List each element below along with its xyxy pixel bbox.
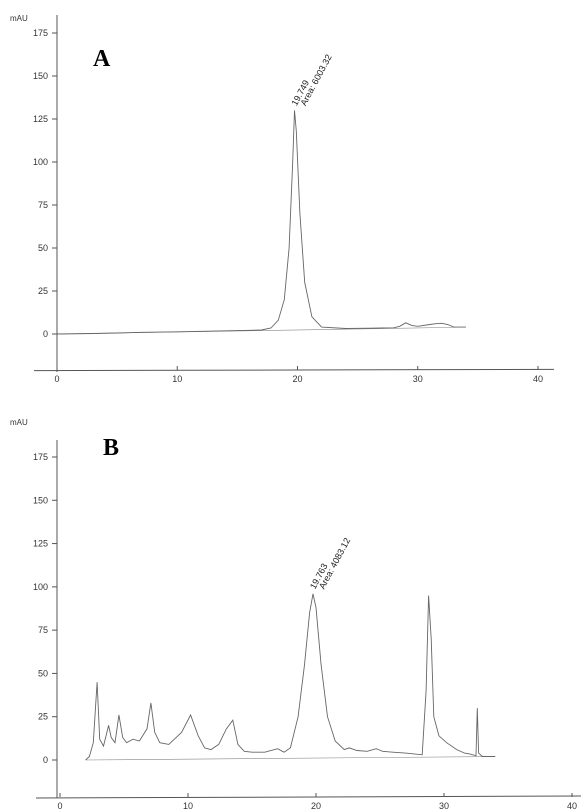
y-tick-label-b: 150 (33, 495, 48, 505)
panel-label-a: A (93, 46, 111, 72)
y-tick-label-a: 25 (38, 286, 48, 296)
y-tick-label-a: 125 (33, 114, 48, 124)
y-unit-label-b: mAU (10, 418, 28, 427)
y-tick-label-b: 25 (38, 712, 48, 722)
y-tick-label-b: 125 (33, 539, 48, 549)
x-tick-label-b: 20 (311, 801, 321, 809)
x-tick-label-a: 40 (533, 374, 543, 384)
y-tick-label-b: 0 (43, 755, 48, 765)
integration-baseline-b (85, 756, 496, 761)
y-tick-label-a: 150 (33, 71, 48, 81)
x-tick-label-a: 20 (292, 374, 302, 384)
y-tick-label-b: 175 (33, 452, 48, 462)
y-tick-label-a: 75 (38, 200, 48, 210)
x-axis-line-b (35, 795, 581, 799)
x-tick-label-b: 10 (183, 801, 193, 809)
x-tick-label-a: 30 (413, 374, 423, 384)
x-tick-label-b: 40 (567, 801, 577, 809)
chromatogram-trace-b (85, 593, 496, 761)
y-tick-label-b: 75 (38, 625, 48, 635)
y-tick-label-a: 175 (33, 28, 48, 38)
x-tick-label-a: 0 (54, 374, 59, 384)
x-tick-label-b: 0 (57, 801, 62, 809)
x-tick-label-b: 30 (439, 801, 449, 809)
panel-label-b: B (103, 435, 119, 461)
y-tick-label-b: 50 (38, 668, 48, 678)
chromatogram-trace-a (56, 110, 466, 335)
x-tick-label-a: 10 (172, 374, 182, 384)
y-tick-label-a: 0 (43, 329, 48, 339)
y-tick-label-b: 100 (33, 582, 48, 592)
y-tick-label-a: 50 (38, 243, 48, 253)
x-axis-line-a (33, 368, 555, 372)
y-unit-label-a: mAU (10, 14, 28, 23)
y-tick-label-a: 100 (33, 157, 48, 167)
